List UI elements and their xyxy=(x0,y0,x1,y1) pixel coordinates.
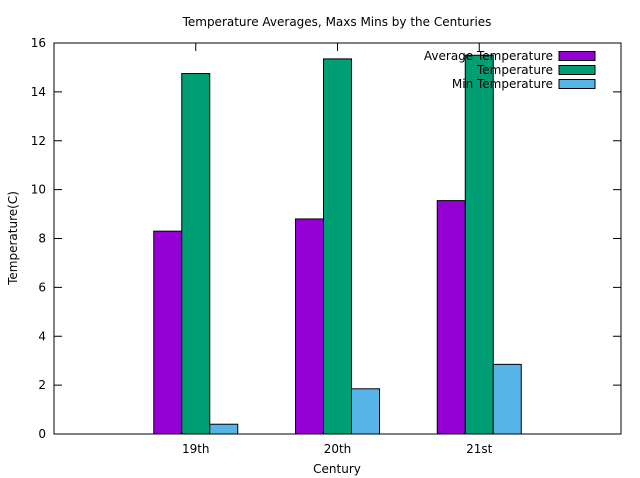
bar xyxy=(323,58,352,435)
y-tick-label: 14 xyxy=(31,85,46,99)
bar xyxy=(351,388,380,435)
x-tick-label: 19th xyxy=(182,442,210,456)
bar xyxy=(209,423,239,435)
x-axis-label: Century xyxy=(313,462,361,476)
bar xyxy=(295,218,324,435)
y-tick-label: 0 xyxy=(38,427,46,441)
y-tick-label: 10 xyxy=(31,183,46,197)
legend-label: Average Temperature xyxy=(424,49,553,63)
plot-frame xyxy=(53,42,622,435)
y-tick-label: 16 xyxy=(31,36,46,50)
y-tick-label: 6 xyxy=(38,280,46,294)
legend-swatch xyxy=(558,51,596,61)
chart-title: Temperature Averages, Maxs Mins by the C… xyxy=(182,15,492,29)
legend-swatch xyxy=(558,65,596,75)
y-axis-label: Temperature(C) xyxy=(6,191,20,286)
x-tick-label: 20th xyxy=(324,442,352,456)
y-tick-label: 4 xyxy=(38,329,46,343)
legend-label: Min Temperature xyxy=(452,77,553,91)
bar xyxy=(181,73,211,435)
bar xyxy=(436,200,466,435)
legend-label: Temperature xyxy=(476,63,553,77)
bar xyxy=(153,230,183,435)
x-tick-label: 21st xyxy=(466,442,493,456)
y-tick-label: 8 xyxy=(38,232,46,246)
y-tick-label: 2 xyxy=(38,378,46,392)
bar xyxy=(492,363,522,435)
bar xyxy=(464,54,494,435)
legend-swatch xyxy=(558,79,596,89)
y-tick-label: 12 xyxy=(31,134,46,148)
plot-marks: 0 2 4 6 8 10 12 14 16 19th 20th 21st xyxy=(31,36,621,456)
